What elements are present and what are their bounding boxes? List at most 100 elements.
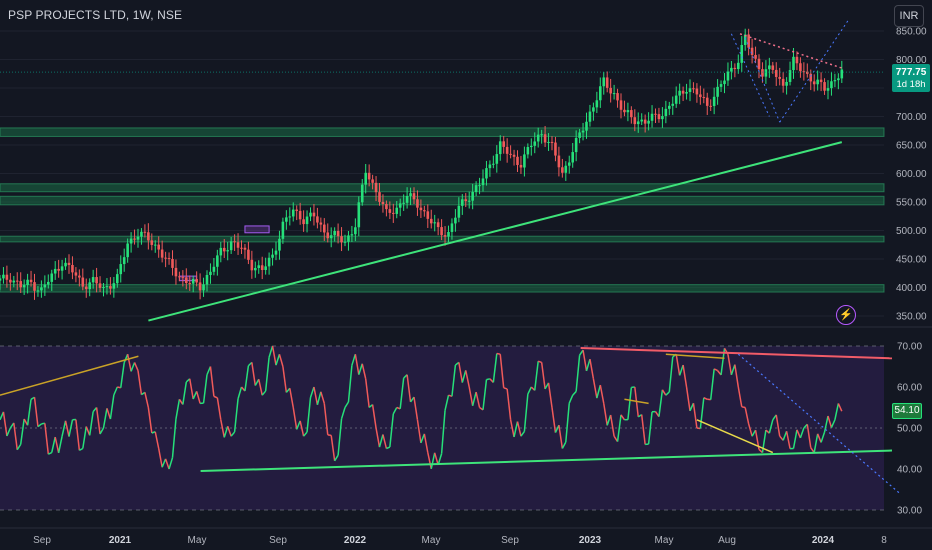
candle-body — [350, 234, 354, 236]
candle-body — [2, 274, 5, 279]
candle-body — [750, 47, 754, 55]
candle-body — [481, 178, 485, 186]
candle-body — [799, 63, 802, 72]
rsi-segment — [223, 426, 229, 438]
rsi-segment — [665, 391, 670, 396]
candle-body — [160, 249, 164, 258]
rsi-segment — [268, 345, 274, 358]
rsi-segment — [782, 430, 788, 441]
rsi-segment — [13, 422, 18, 450]
candle-body — [285, 217, 288, 222]
candle-body — [495, 154, 499, 164]
rsi-segment — [558, 425, 564, 449]
candle-body — [329, 235, 333, 239]
candle-body — [467, 200, 471, 202]
candle-body — [240, 247, 243, 249]
rsi-segment — [175, 399, 181, 420]
lightning-icon[interactable]: ⚡ — [836, 305, 856, 325]
rsi-segment — [737, 386, 743, 407]
rsi-segment — [351, 353, 357, 366]
candle-body — [209, 271, 212, 275]
candle-body — [595, 100, 599, 108]
candle-body — [757, 58, 761, 70]
candle-body — [485, 168, 488, 179]
rsi-segment — [386, 446, 391, 450]
candle-body — [502, 141, 505, 147]
candle-body — [788, 70, 792, 82]
candle-body — [809, 73, 813, 82]
currency-button[interactable]: INR — [894, 5, 924, 27]
candle-body — [167, 258, 171, 260]
candle-body — [554, 142, 557, 156]
rsi-segment — [430, 452, 436, 469]
candle-body — [5, 274, 9, 280]
candle-body — [781, 78, 785, 86]
candle-body — [792, 56, 795, 71]
candle-body — [392, 212, 395, 214]
rsi-segment — [640, 414, 646, 445]
demand-zone — [0, 127, 885, 137]
demand-zone — [0, 195, 885, 206]
rsi-segment — [6, 427, 12, 437]
candle-body — [743, 34, 747, 46]
rsi-segment — [79, 447, 84, 451]
candle-body — [357, 202, 361, 228]
candle-body — [833, 80, 837, 82]
rsi-segment — [547, 382, 553, 408]
candle-body — [212, 266, 216, 272]
rsi-segment — [820, 431, 826, 443]
rsi-segment — [620, 414, 626, 421]
rsi-segment — [102, 408, 108, 429]
rsi-segment — [44, 423, 50, 455]
rsi-segment — [123, 353, 129, 363]
candle-body — [709, 105, 712, 107]
rsi-segment — [258, 379, 263, 396]
rsi-segment — [423, 433, 429, 453]
candle-body — [605, 77, 609, 88]
rsi-axis-label: 70.00 — [897, 342, 922, 353]
candle-body — [505, 146, 509, 154]
time-axis-label: 2023 — [579, 535, 602, 546]
candle-body — [443, 235, 447, 237]
candle-body — [712, 96, 716, 107]
rsi-segment — [796, 429, 802, 439]
candle-body — [730, 67, 733, 72]
candle-body — [147, 232, 150, 241]
rsi-segment — [527, 386, 532, 395]
candle-body — [516, 156, 519, 165]
candle-body — [198, 282, 202, 291]
rsi-segment — [444, 395, 450, 411]
rsi-segment — [730, 364, 736, 376]
candle-body — [81, 277, 85, 287]
candle-body — [22, 285, 26, 288]
rsi-segment — [582, 349, 588, 371]
candle-body — [153, 244, 157, 246]
last-price-tag: 777.75 1d 18h — [892, 64, 930, 92]
candle-body — [233, 241, 236, 243]
rsi-segment — [585, 358, 591, 372]
candle-body — [461, 199, 464, 206]
candle-body — [116, 274, 119, 284]
rsi-segment — [509, 419, 515, 438]
candle-body — [398, 203, 402, 208]
rsi-segment — [261, 390, 267, 396]
candle-body — [540, 134, 543, 136]
rsi-segment — [596, 384, 602, 399]
candle-body — [181, 276, 185, 278]
candle-body — [202, 284, 205, 291]
rsi-segment — [406, 374, 412, 403]
rsi-segment — [251, 362, 257, 386]
candle-body — [564, 165, 568, 173]
rsi-divergence-line — [665, 353, 725, 360]
candle-body — [288, 216, 292, 218]
pattern-line — [779, 19, 850, 123]
rsi-segment — [226, 426, 232, 437]
time-to-close: 1d 18h — [896, 79, 926, 90]
rsi-segment — [106, 408, 112, 420]
candle-body — [526, 147, 530, 155]
candle-body — [636, 121, 640, 125]
rsi-segment — [458, 362, 464, 383]
candle-body — [671, 103, 675, 106]
candle-body — [754, 54, 757, 59]
